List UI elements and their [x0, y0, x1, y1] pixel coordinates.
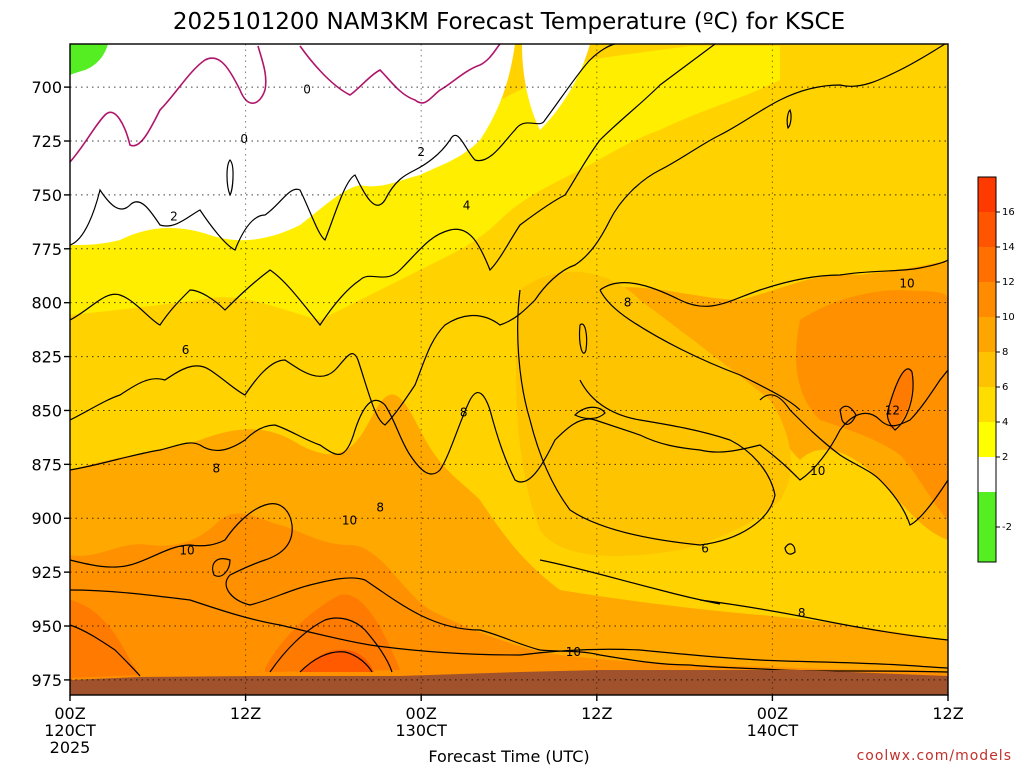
y-tick-label: 800 — [31, 294, 62, 313]
colorbar-tick-label: 12 — [1002, 277, 1015, 288]
contour-label: 10 — [179, 544, 194, 558]
y-tick-label: 775 — [31, 240, 62, 259]
contour-label: 10 — [810, 464, 825, 478]
contour-label: 10 — [342, 513, 357, 527]
colorbar-frame — [977, 176, 997, 563]
contour-label: 8 — [376, 500, 384, 514]
contour-label: 10 — [899, 276, 914, 290]
colorbar-tick-label: 8 — [1002, 347, 1008, 358]
gridlines — [70, 44, 948, 695]
colorbar-tick-label: 6 — [1002, 382, 1008, 393]
x-tick-label: 2025 — [50, 738, 91, 757]
colorbar-swatch — [978, 317, 996, 352]
contour-label: 4 — [463, 199, 471, 213]
temp-band-12-14-b — [265, 594, 400, 672]
x-tick-label: 130CT — [395, 721, 447, 740]
y-tick-label: 825 — [31, 348, 62, 367]
contour-lines — [69, 43, 949, 677]
temp-band-10-12-right — [796, 290, 948, 520]
x-tick-label: 00Z — [406, 704, 437, 723]
y-axis: 700 725 750 775 800 825 850 875 900 925 950 975 — [31, 78, 70, 690]
y-tick-label: 875 — [31, 455, 62, 474]
plot-area — [69, 43, 949, 695]
x-tick-label: 120CT — [44, 721, 96, 740]
chart-title: 2025101200 NAM3KM Forecast Temperature (… — [173, 9, 845, 35]
contour-label: 0 — [303, 82, 311, 96]
x-tick-label: 12Z — [230, 704, 261, 723]
colorbar-swatch — [978, 387, 996, 422]
y-tick-label: 975 — [31, 671, 62, 690]
contour-label: 12 — [885, 403, 900, 417]
colorbar: -2 2 4 6 8 10 12 14 16 — [977, 176, 1015, 563]
colorbar-tick-label: -2 — [1002, 522, 1012, 533]
colorbar-swatch — [978, 457, 996, 492]
temp-band-12-14-right — [888, 368, 913, 430]
contour-labels: 0 0 2 2 4 6 8 8 8 8 8 10 10 10 10 10 12 6 — [170, 82, 915, 659]
y-tick-label: 725 — [31, 132, 62, 151]
x-axis-label: Forecast Time (UTC) — [428, 747, 589, 766]
colorbar-swatch — [978, 282, 996, 317]
temp-band-0-2-b — [522, 44, 590, 130]
colorbar-swatch — [978, 212, 996, 247]
x-tick-label: 12Z — [932, 704, 963, 723]
temp-band-12-14 — [70, 600, 140, 678]
temp-band-6-8-middle — [516, 271, 791, 556]
colorbar-tick-label: 16 — [1002, 207, 1015, 218]
plot-frame — [69, 43, 949, 696]
credit-text: coolwx.com/models — [857, 748, 1012, 764]
temp-band-2-4 — [70, 46, 780, 320]
colorbar-tick-label: 10 — [1002, 312, 1015, 323]
contour-label: 8 — [798, 606, 806, 620]
y-tick-label: 700 — [31, 78, 62, 97]
y-tick-label: 950 — [31, 617, 62, 636]
colorbar-swatch — [978, 177, 996, 212]
x-tick-label: 140CT — [747, 721, 799, 740]
colorbar-tick-label: 2 — [1002, 452, 1008, 463]
x-tick-label: 00Z — [54, 704, 85, 723]
y-tick-label: 900 — [31, 509, 62, 528]
temp-band-14-16 — [300, 649, 374, 672]
colorbar-swatch — [978, 492, 996, 562]
contour-label: 8 — [213, 462, 221, 476]
colorbar-swatch — [978, 422, 996, 457]
contour-label: 2 — [170, 209, 178, 223]
contour-label: 0 — [240, 132, 248, 146]
contour-label: 8 — [460, 406, 468, 420]
y-tick-label: 925 — [31, 563, 62, 582]
x-tick-label: 12Z — [581, 704, 612, 723]
colorbar-tick-label: 14 — [1002, 242, 1015, 253]
colorbar-swatch — [978, 352, 996, 387]
temp-band-neg2-0 — [70, 44, 108, 75]
contour-label: 8 — [624, 296, 632, 310]
contour-label: 2 — [417, 145, 425, 159]
y-tick-label: 850 — [31, 401, 62, 420]
x-tick-label: 00Z — [757, 704, 788, 723]
contour-label: 10 — [566, 645, 581, 659]
colorbar-swatch — [978, 247, 996, 282]
below-ground-area — [70, 670, 948, 695]
colorbar-tick-label: 4 — [1002, 417, 1008, 428]
zero-degree-contour — [69, 43, 501, 163]
contour-label: 6 — [701, 541, 709, 555]
y-tick-label: 750 — [31, 186, 62, 205]
contour-label: 6 — [182, 343, 190, 357]
